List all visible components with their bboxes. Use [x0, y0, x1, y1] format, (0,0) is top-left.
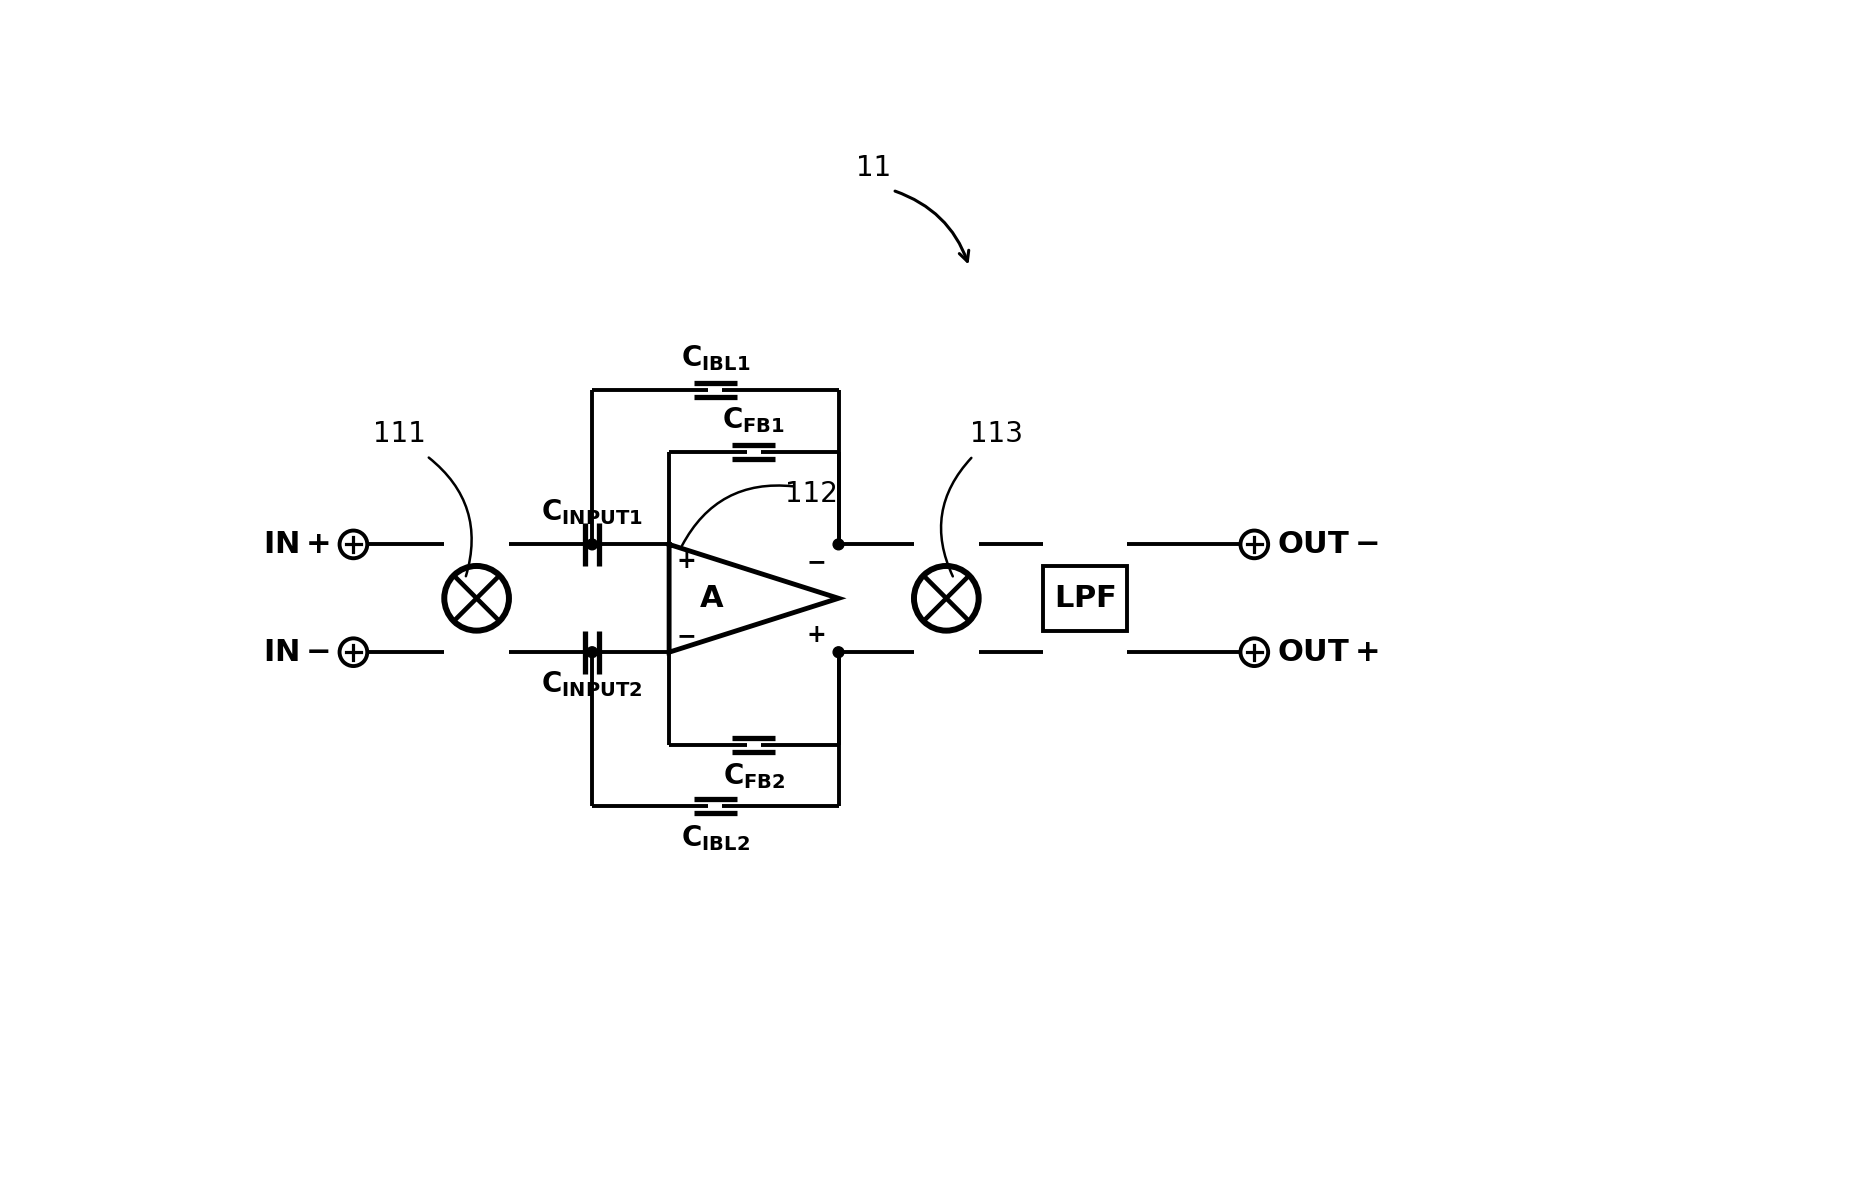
Text: 111: 111	[373, 420, 425, 448]
Circle shape	[586, 647, 597, 658]
Text: $\mathbf{OUT+}$: $\mathbf{OUT+}$	[1278, 637, 1379, 667]
Circle shape	[832, 539, 843, 550]
Circle shape	[832, 647, 843, 658]
Text: $\mathbf{OUT-}$: $\mathbf{OUT-}$	[1278, 530, 1379, 559]
Text: $\mathbf{C_{FB2}}$: $\mathbf{C_{FB2}}$	[722, 762, 786, 791]
Text: $\mathbf{LPF}$: $\mathbf{LPF}$	[1054, 584, 1116, 613]
Text: $\mathbf{C_{FB1}}$: $\mathbf{C_{FB1}}$	[722, 406, 786, 436]
Text: $\mathbf{-}$: $\mathbf{-}$	[806, 550, 825, 574]
Text: $\mathbf{C_{INPUT2}}$: $\mathbf{C_{INPUT2}}$	[541, 670, 642, 698]
Text: $\mathbf{+}$: $\mathbf{+}$	[806, 623, 825, 647]
Text: $\mathbf{+}$: $\mathbf{+}$	[677, 550, 696, 574]
Text: 113: 113	[970, 420, 1023, 448]
Text: 11: 11	[855, 155, 890, 182]
Circle shape	[586, 539, 597, 550]
Text: 112: 112	[786, 480, 838, 509]
Text: $\mathbf{IN-}$: $\mathbf{IN-}$	[263, 637, 330, 667]
Text: $\mathbf{IN+}$: $\mathbf{IN+}$	[263, 530, 330, 559]
Text: $\mathbf{-}$: $\mathbf{-}$	[675, 623, 696, 647]
Bar	[1043, 565, 1127, 631]
Text: $\mathbf{A}$: $\mathbf{A}$	[698, 584, 724, 613]
Text: $\mathbf{C_{INPUT1}}$: $\mathbf{C_{INPUT1}}$	[541, 498, 644, 528]
Text: $\mathbf{C_{IBL2}}$: $\mathbf{C_{IBL2}}$	[681, 823, 750, 853]
Text: $\mathbf{C_{IBL1}}$: $\mathbf{C_{IBL1}}$	[681, 343, 750, 373]
